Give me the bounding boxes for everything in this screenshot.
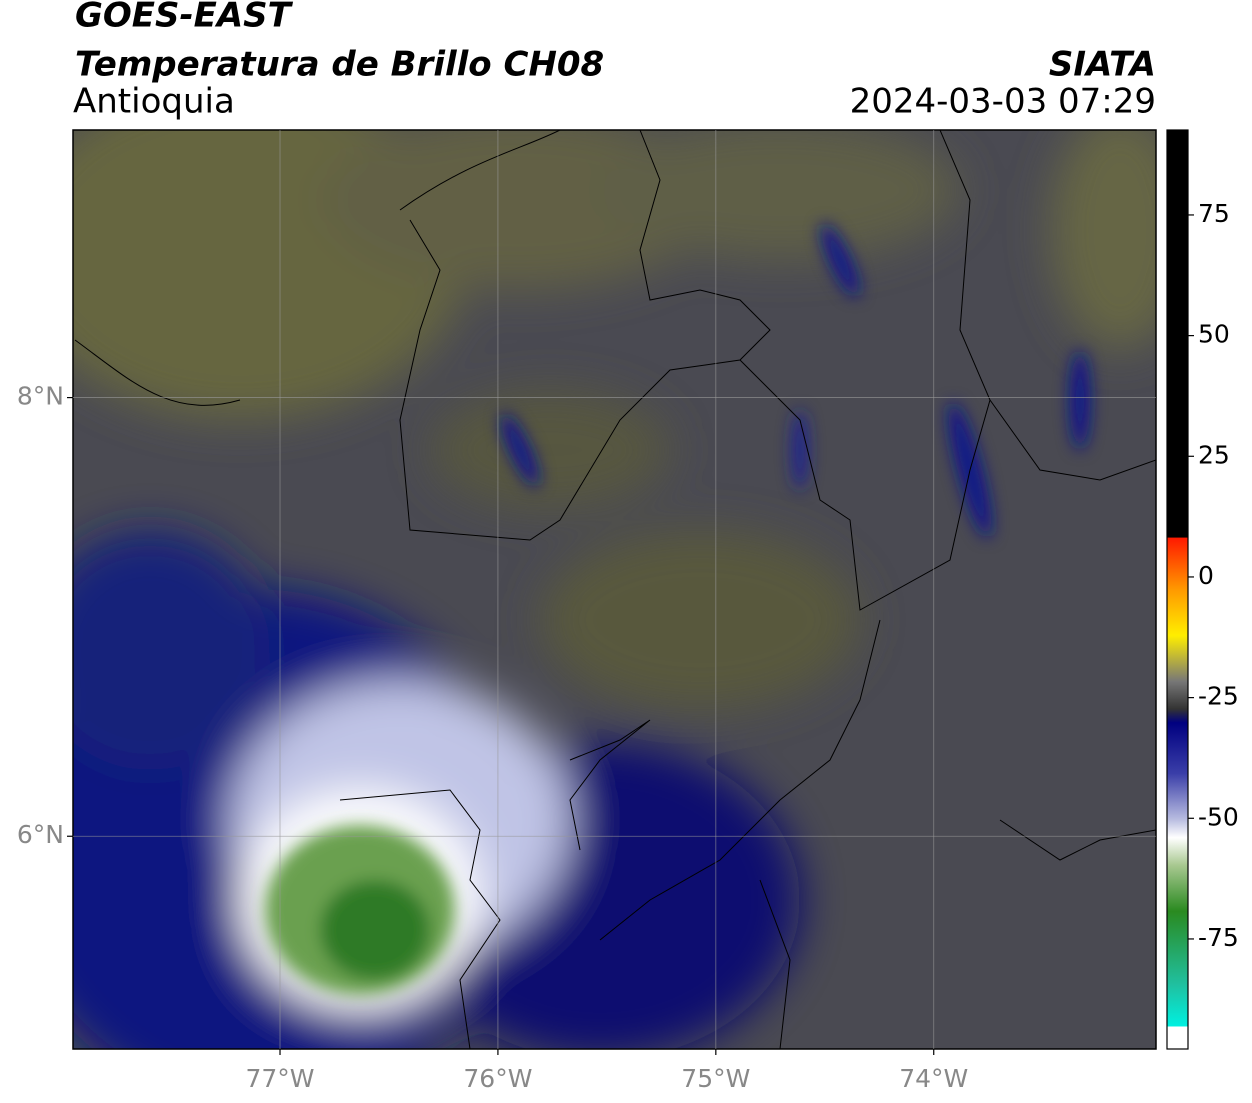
colorbar-tick-label: 25 <box>1198 440 1230 469</box>
satellite-image <box>73 130 1156 1049</box>
lon-tick-label: 77°W <box>245 1064 314 1093</box>
colorbar-tick-label: -25 <box>1198 682 1239 711</box>
lat-tick-label: 6°N <box>17 820 64 849</box>
colorbar-tick-label: 0 <box>1198 561 1214 590</box>
map-frame <box>72 129 1157 1050</box>
colorbar-tick-label: -50 <box>1198 802 1239 831</box>
datetime-label: 2024-03-03 07:29 <box>850 82 1156 122</box>
region-label: Antioquia <box>73 82 235 122</box>
colorbar-tick-label: 75 <box>1198 199 1230 228</box>
satellite-title: GOES-EAST <box>75 0 294 36</box>
lat-tick-label: 8°N <box>17 382 64 411</box>
colorbar-tick-label: -75 <box>1198 923 1239 952</box>
lon-tick-label: 76°W <box>463 1064 532 1093</box>
source-label: SIATA <box>1049 45 1156 85</box>
colorbar-tick-label: 50 <box>1198 320 1230 349</box>
lon-tick-label: 75°W <box>681 1064 750 1093</box>
product-title: Temperatura de Brillo CH08 <box>75 45 604 85</box>
lon-tick-label: 74°W <box>899 1064 968 1093</box>
colorbar <box>1166 129 1189 1050</box>
